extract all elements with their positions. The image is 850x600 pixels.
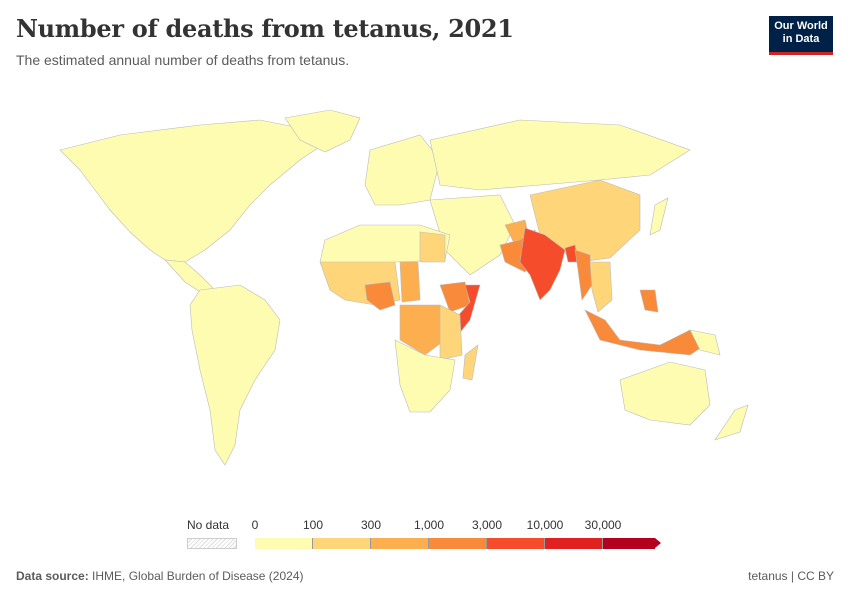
chart-title: Number of deaths from tetanus, 2021 (16, 14, 514, 43)
region-new-zealand (714, 404, 749, 441)
data-source: Data source: IHME, Global Burden of Dise… (16, 569, 303, 583)
legend-bin-30000-plus[interactable] (603, 538, 655, 549)
legend-tick-5: 10,000 (526, 518, 564, 532)
region-russia (429, 119, 691, 191)
legend-arrow-icon (655, 538, 661, 548)
region-greenland (284, 109, 361, 153)
legend-color-bins (255, 538, 661, 549)
legend-tick-4: 3,000 (471, 518, 503, 532)
color-legend: No data 0 100 300 1,000 3,000 10,000 30,… (183, 518, 673, 558)
legend-bin-1000-3000[interactable] (429, 538, 487, 549)
region-north-america (59, 119, 331, 263)
region-myanmar (574, 249, 593, 301)
legend-bin-100-300[interactable] (313, 538, 371, 549)
world-map[interactable] (0, 100, 850, 500)
legend-tick-2: 300 (360, 518, 382, 532)
region-japan (649, 197, 669, 236)
region-india (519, 227, 566, 301)
region-philippines (639, 289, 659, 313)
logo-line-1: Our World (774, 20, 828, 32)
region-madagascar (462, 344, 479, 381)
legend-bin-300-1000[interactable] (371, 538, 429, 549)
region-nigeria (364, 281, 396, 311)
data-source-label: Data source: (16, 569, 89, 583)
data-source-link[interactable]: IHME, Global Burden of Disease (2024) (92, 569, 304, 583)
logo-line-2: in Data (782, 33, 820, 45)
legend-tick-0: 0 (251, 518, 259, 532)
region-south-america (189, 284, 281, 466)
region-png (689, 329, 721, 356)
region-dr-congo (399, 304, 446, 356)
region-east-africa (439, 304, 463, 361)
region-southeast-asia (589, 261, 613, 313)
owid-logo[interactable]: Our World in Data (769, 16, 833, 55)
legend-tick-1: 100 (302, 518, 324, 532)
legend-bin-3000-10000[interactable] (487, 538, 545, 549)
legend-tick-3: 1,000 (413, 518, 445, 532)
no-data-label: No data (187, 518, 230, 532)
legend-bin-0-100[interactable] (255, 538, 313, 549)
no-data-swatch (187, 538, 237, 549)
region-egypt (419, 231, 446, 263)
region-indonesia (584, 309, 706, 356)
chart-subtitle: The estimated annual number of deaths fr… (16, 52, 350, 68)
legend-bin-10000-30000[interactable] (545, 538, 603, 549)
logo-accent-bar (769, 52, 833, 55)
region-southern-africa (394, 339, 456, 413)
region-australia (619, 361, 711, 426)
license-text[interactable]: tetanus | CC BY (748, 569, 834, 583)
region-europe (364, 134, 441, 206)
region-chad (399, 261, 421, 303)
legend-tick-6: 30,000 (584, 518, 622, 532)
